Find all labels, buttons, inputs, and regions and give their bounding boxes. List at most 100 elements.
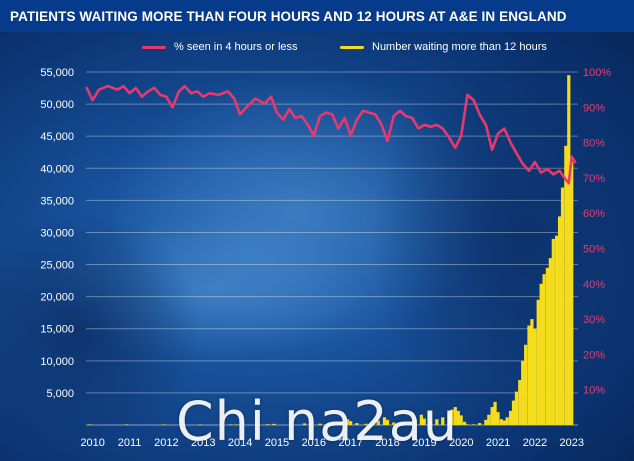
wait-bar <box>302 423 307 425</box>
wait-bar <box>318 423 322 425</box>
wait-bar <box>536 299 540 425</box>
wait-bar <box>124 424 129 425</box>
wait-bar <box>327 423 331 425</box>
wait-bar <box>484 419 488 425</box>
y-right-tick-label: 10% <box>583 385 605 397</box>
x-tick-label: 2013 <box>191 437 215 449</box>
wait-bar <box>567 75 571 425</box>
wait-bar <box>355 423 359 425</box>
legend-label-pct: % seen in 4 hours or less <box>174 41 298 53</box>
wait-bar <box>272 423 276 425</box>
legend: % seen in 4 hours or less Number waiting… <box>0 41 634 59</box>
legend-label-wait: Number waiting more than 12 hours <box>372 41 547 53</box>
y-left-tick-label: 55,000 <box>40 67 74 79</box>
wait-bar <box>524 344 528 425</box>
wait-bar <box>465 424 470 425</box>
wait-bar <box>349 421 353 425</box>
y-right-tick-label: 50% <box>583 244 605 256</box>
wait-bar <box>198 424 202 425</box>
y-left-tick-label: 5,000 <box>46 388 74 400</box>
wait-bar <box>472 424 476 425</box>
wait-bar <box>309 422 313 425</box>
y-left-tick-label: 20,000 <box>40 292 74 304</box>
title-bar: PATIENTS WAITING MORE THAN FOUR HOURS AN… <box>0 0 634 32</box>
wait-bar <box>530 319 534 425</box>
wait-bar <box>88 424 92 425</box>
y-right-tick-label: 40% <box>583 279 605 291</box>
wait-bar <box>456 410 460 425</box>
scene-shade-2 <box>0 210 200 450</box>
wait-bar <box>490 407 494 425</box>
y-left-tick-label: 30,000 <box>40 227 74 239</box>
wait-bar <box>499 419 503 425</box>
wait-bar <box>496 412 500 425</box>
wait-bar <box>459 415 463 425</box>
y-right-tick-label: 30% <box>583 314 605 326</box>
x-tick-label: 2020 <box>449 437 473 449</box>
y-right-tick-label: 70% <box>583 173 605 185</box>
y-left-tick-label: 15,000 <box>40 324 74 336</box>
wait-bar <box>346 419 350 425</box>
wait-bar <box>229 424 233 425</box>
wait-bar <box>542 274 546 425</box>
x-tick-label: 2016 <box>302 437 326 449</box>
wait-bar <box>235 424 239 425</box>
wait-bar <box>511 400 516 425</box>
y-right-tick-label: 100% <box>583 67 611 79</box>
legend-item-pct: % seen in 4 hours or less <box>142 41 298 53</box>
wait-bar <box>527 325 531 425</box>
y-left-tick-label: 25,000 <box>40 260 74 272</box>
wait-bar <box>392 422 396 425</box>
wait-bar <box>521 360 525 425</box>
wait-bar <box>518 380 522 425</box>
x-tick-label: 2022 <box>523 437 547 449</box>
y-right-tick-label: 60% <box>583 208 605 220</box>
wait-bar <box>401 423 405 425</box>
wait-bar <box>413 419 417 425</box>
wait-bar <box>478 423 482 425</box>
wait-bar <box>441 417 445 425</box>
wait-bar <box>376 420 380 425</box>
wait-bar <box>462 421 467 425</box>
x-tick-label: 2015 <box>265 437 289 449</box>
wait-bar <box>453 407 457 425</box>
x-tick-label: 2010 <box>80 437 104 449</box>
wait-bar <box>551 238 555 425</box>
wait-bar <box>560 187 565 425</box>
y-left-tick-label: 35,000 <box>40 195 74 207</box>
x-tick-label: 2014 <box>228 437 252 449</box>
wait-bar <box>548 258 552 425</box>
legend-line-swatch <box>142 45 166 49</box>
wait-bar <box>487 414 491 425</box>
y-left-tick-label: 10,000 <box>40 356 74 368</box>
x-tick-label: 2017 <box>338 437 362 449</box>
wait-bar <box>545 267 550 425</box>
wait-bar <box>570 161 574 425</box>
y-right-tick-label: 20% <box>583 349 605 361</box>
wait-bar <box>435 419 439 425</box>
legend-bar-swatch <box>340 45 364 49</box>
x-tick-label: 2019 <box>412 437 436 449</box>
x-tick-label: 2023 <box>560 437 584 449</box>
wait-bar <box>447 413 451 425</box>
wait-bar <box>450 409 454 425</box>
x-tick-label: 2021 <box>486 437 510 449</box>
y-left-tick-label: 50,000 <box>40 99 74 111</box>
wait-bar <box>502 420 506 425</box>
wait-bar <box>557 216 562 425</box>
pct-line <box>85 84 577 185</box>
wait-bar <box>419 414 423 425</box>
x-tick-label: 2011 <box>118 437 142 449</box>
wait-bar <box>364 423 368 425</box>
wait-bar <box>555 235 559 425</box>
wait-bar <box>514 391 519 425</box>
wait-bar <box>539 283 543 425</box>
wait-bar <box>508 410 513 425</box>
wait-bar <box>564 145 568 426</box>
x-tick-label: 2018 <box>375 437 399 449</box>
y-left-tick-label: 45,000 <box>40 131 74 143</box>
wait-bar <box>385 419 390 425</box>
y-left-tick-label: 40,000 <box>40 163 74 175</box>
